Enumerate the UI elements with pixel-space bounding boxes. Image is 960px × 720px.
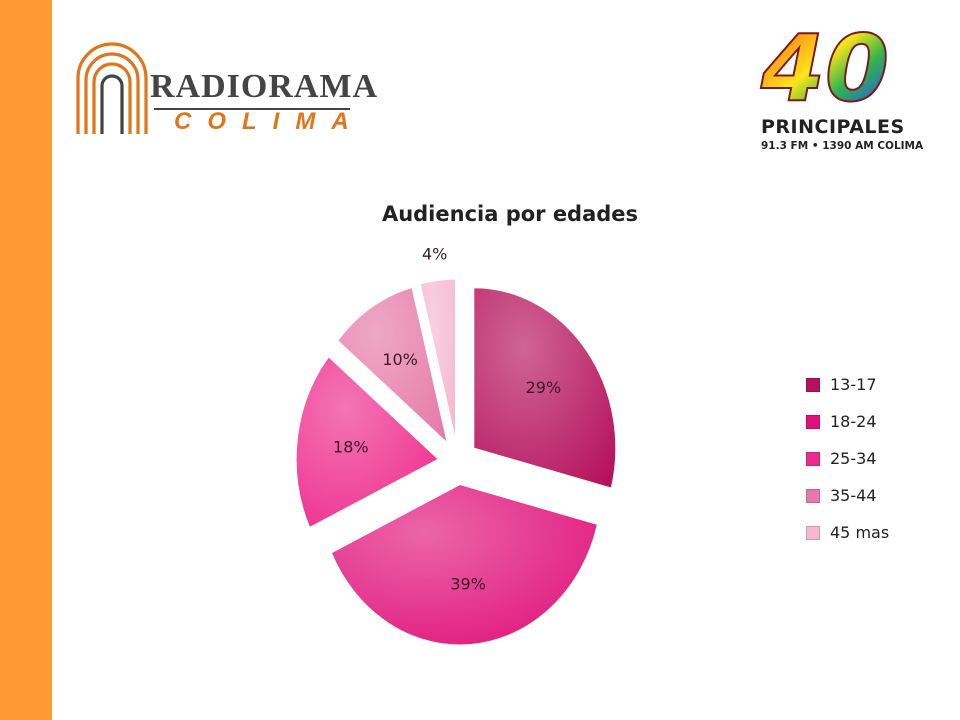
- legend-swatch: [806, 525, 820, 540]
- legend-label: 18-24: [830, 412, 877, 431]
- pie-label-25-34: 18%: [333, 438, 369, 457]
- los40-logo: 40 PRINCIPALES 91.3 FM • 1390 AM COLIMA: [755, 14, 940, 162]
- pie-label-18-24: 39%: [450, 575, 486, 594]
- pie-label-35-44: 10%: [382, 350, 418, 369]
- pie-slice-shine: [337, 287, 448, 443]
- chart-title: Audiencia por edades: [381, 202, 639, 226]
- legend-item-45-mas: 45 mas: [806, 514, 889, 551]
- los40-name: PRINCIPALES: [761, 116, 905, 138]
- legend-label: 25-34: [830, 449, 877, 468]
- los40-number: 40: [760, 22, 889, 112]
- legend-label: 45 mas: [830, 523, 890, 542]
- los40-frequency: 91.3 FM • 1390 AM COLIMA: [761, 140, 924, 152]
- radiorama-arch-icon: [76, 42, 148, 134]
- pie-slice-shine: [473, 287, 616, 489]
- chart-legend: 13-17 18-24 25-34 35-44 45 mas: [806, 366, 889, 551]
- legend-swatch: [806, 451, 820, 466]
- radiorama-underline: [154, 108, 350, 110]
- legend-swatch: [806, 414, 820, 429]
- radiorama-name: RADIORAMA: [150, 68, 379, 105]
- radiorama-city: COLIMA: [174, 108, 365, 135]
- side-accent-band: [0, 0, 52, 720]
- pie-label-45-mas: 4%: [422, 244, 447, 263]
- pie-slice-shine: [420, 279, 456, 440]
- pie-slice-shine: [331, 484, 598, 645]
- radiorama-logo: RADIORAMA COLIMA: [70, 42, 377, 142]
- legend-item-13-17: 13-17: [806, 366, 889, 403]
- legend-swatch: [806, 377, 820, 392]
- pie-slice-shine: [296, 356, 439, 528]
- pie-label-13-17: 29%: [526, 378, 562, 397]
- legend-item-18-24: 18-24: [806, 403, 889, 440]
- legend-item-25-34: 25-34: [806, 440, 889, 477]
- legend-label: 35-44: [830, 486, 877, 505]
- legend-item-35-44: 35-44: [806, 477, 889, 514]
- legend-swatch: [806, 488, 820, 503]
- legend-label: 13-17: [830, 375, 877, 394]
- los40-rainbow-icon: 40: [759, 14, 890, 123]
